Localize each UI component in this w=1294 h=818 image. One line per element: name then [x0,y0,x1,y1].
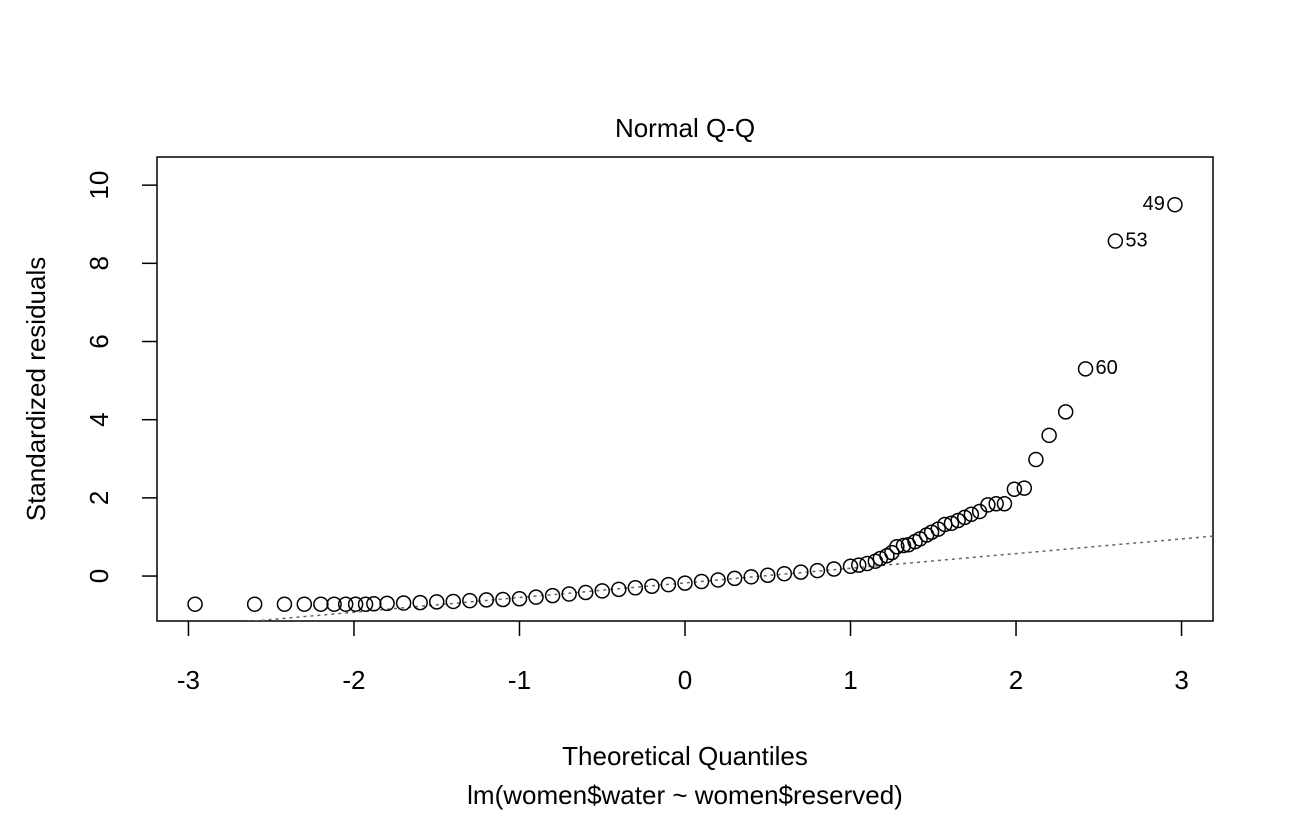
point [594,583,610,599]
point [528,589,544,605]
point [851,557,867,573]
point [1028,451,1044,468]
point [276,596,293,612]
point [478,592,495,608]
point [379,595,395,612]
point [793,564,809,580]
point [677,575,693,591]
point [326,596,342,612]
reference-line [246,535,1213,621]
point [428,594,445,610]
x-tick-label: -2 [342,665,365,695]
point [1006,481,1023,498]
point [357,596,374,612]
point [412,594,428,611]
point [809,562,826,579]
point [760,567,776,584]
y-tick-label: 6 [84,334,114,348]
point [445,593,462,610]
point [826,561,842,577]
point [743,569,759,585]
x-tick-label: 3 [1174,665,1188,695]
point [246,596,263,612]
plot-box [156,156,1214,622]
point [1016,480,1033,496]
point [561,586,577,602]
point [842,558,859,575]
point [627,580,644,596]
point [660,576,677,593]
point-label: 60 [1096,357,1118,379]
point [895,537,912,554]
x-tick-label: 0 [678,665,692,695]
point [611,581,627,598]
subtitle: lm(women$water ~ women$reserved) [467,780,903,810]
point [644,578,660,594]
x-tick-label: -3 [177,665,200,695]
point [1167,196,1183,213]
point [495,591,511,608]
y-tick-label: 4 [84,412,114,426]
point [726,570,743,587]
point [889,538,905,555]
x-axis-label: Theoretical Quantiles [562,741,808,771]
x-tick-label: 2 [1009,665,1023,695]
point-label: 49 [1143,193,1165,215]
point [1077,361,1094,377]
point [395,595,412,611]
point [943,515,960,532]
y-tick-label: 8 [84,256,114,270]
point [710,572,726,588]
y-tick-label: 0 [84,569,114,583]
point [693,573,710,590]
point [988,495,1004,512]
x-tick-label: -1 [508,665,531,695]
point [963,506,980,523]
point [1041,427,1057,444]
point [980,497,996,513]
point-label: 53 [1125,229,1147,251]
point [366,596,382,612]
y-tick-label: 10 [84,171,114,200]
point [296,596,313,612]
point [337,596,354,612]
point [577,584,594,601]
point [511,590,528,607]
point [859,555,875,572]
point [1107,233,1124,249]
point [313,596,329,612]
y-tick-label: 2 [84,491,114,505]
point [462,592,478,609]
point [1057,404,1074,420]
point [347,596,364,612]
point [776,565,793,582]
x-tick-label: 1 [843,665,857,695]
y-axis-label: Standardized residuals [21,257,51,522]
point [544,587,561,604]
point [996,495,1013,512]
point [884,544,900,561]
point [187,596,203,612]
chart-title: Normal Q-Q [615,113,755,143]
